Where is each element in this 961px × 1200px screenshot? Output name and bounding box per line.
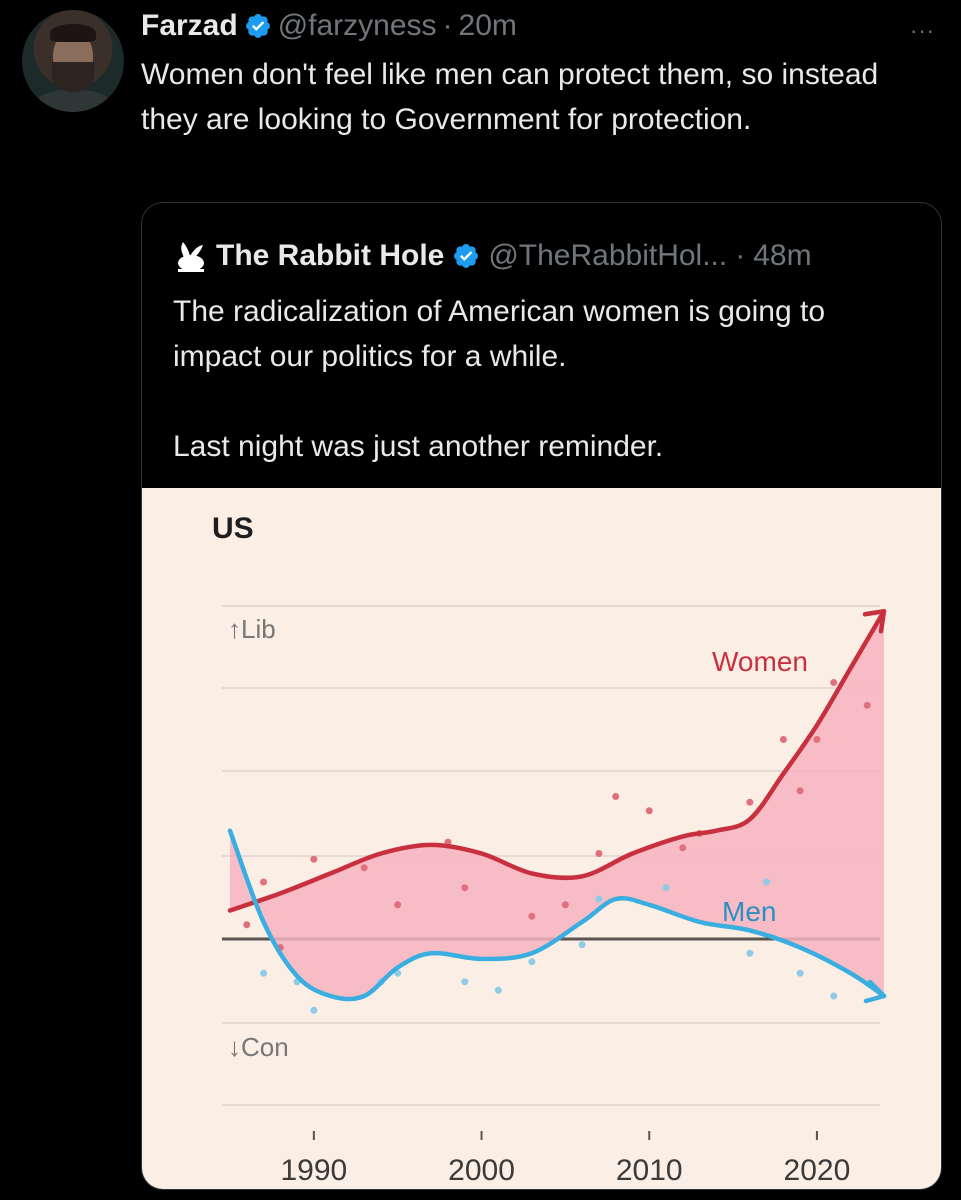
tweet-header: Farzad @farzyness · 20m (141, 6, 517, 46)
men-series-label: Men (722, 896, 776, 927)
women-data-point (561, 901, 569, 909)
women-data-point (796, 787, 804, 795)
women-data-point (260, 878, 268, 886)
men-data-point (461, 978, 469, 986)
women-data-point (813, 736, 821, 743)
women-data-point (461, 884, 469, 892)
women-data-point (360, 864, 368, 872)
women-data-point (779, 736, 787, 743)
women-data-point (612, 793, 620, 800)
gap-fill-area (230, 611, 884, 1000)
men-data-point (528, 958, 536, 966)
men-data-point (763, 878, 771, 886)
timestamp[interactable]: 20m (458, 9, 517, 42)
quoted-tweet-header: The Rabbit Hole @TheRabbitHol... · 48m (174, 237, 812, 275)
y-label-con: ↓Con (228, 1032, 289, 1062)
men-data-point (578, 941, 586, 949)
women-arrowhead (862, 609, 887, 634)
men-data-point (796, 969, 804, 977)
women-data-point (595, 850, 603, 857)
chart-title: US (212, 512, 254, 545)
women-series-line (227, 609, 887, 913)
quoted-text-line-1: The radicalization of American women is … (173, 295, 826, 373)
x-tick-label: 1990 (280, 1154, 347, 1187)
women-data-point (243, 921, 251, 929)
quoted-author-handle[interactable]: @TheRabbitHol... (488, 239, 728, 272)
women-series-label: Women (712, 646, 808, 677)
men-series-line (227, 828, 887, 1002)
women-data-point (310, 855, 318, 863)
men-data-point (260, 969, 268, 977)
men-data-point (310, 1006, 318, 1014)
verified-badge-icon (245, 14, 270, 38)
men-data-point (494, 986, 502, 994)
men-arrowhead (863, 979, 887, 1004)
men-data-point (830, 992, 838, 1000)
chart-image[interactable]: US ↑Lib ↓Con Women Men 1990 2000 2010 2020 (142, 488, 941, 1189)
avatar-hair (50, 24, 96, 42)
quoted-timestamp[interactable]: 48m (753, 239, 812, 272)
men-data-point (746, 949, 754, 957)
women-data-point (830, 679, 838, 686)
ideology-chart: US ↑Lib ↓Con Women Men 1990 2000 2010 2020 (212, 512, 887, 1187)
quoted-tweet-text: The radicalization of American women is … (173, 289, 913, 469)
women-data-point (394, 901, 402, 909)
quoted-verified-badge-icon (454, 244, 479, 268)
x-tick-label: 2010 (616, 1154, 683, 1187)
separator-dot: · (442, 9, 453, 42)
tweet-text: Women don't feel like men can protect th… (141, 58, 879, 136)
author-name[interactable]: Farzad (141, 9, 238, 42)
y-label-lib: ↑Lib (228, 614, 276, 644)
avatar[interactable] (22, 10, 124, 112)
avatar-beard (52, 62, 94, 92)
men-data-point (662, 884, 670, 892)
men-data-point (595, 895, 603, 903)
women-data-point (645, 807, 653, 815)
women-data-point (863, 701, 871, 709)
rabbit-logo-icon (178, 242, 204, 272)
women-data-point (746, 798, 754, 806)
x-tick-label: 2020 (784, 1154, 851, 1187)
women-data-point (528, 912, 536, 920)
quoted-text-line-2: Last night was just another reminder. (173, 430, 664, 463)
quoted-author-name[interactable]: The Rabbit Hole (216, 239, 445, 272)
quoted-tweet[interactable]: The Rabbit Hole @TheRabbitHol... · 48m T… (141, 202, 942, 1190)
x-tick-label: 2000 (448, 1154, 515, 1187)
quoted-separator-dot: · (735, 239, 746, 272)
women-data-point (679, 844, 687, 852)
avatar-body (34, 90, 112, 112)
more-options-icon[interactable]: ··· (910, 18, 935, 43)
author-handle[interactable]: @farzyness (277, 9, 437, 42)
